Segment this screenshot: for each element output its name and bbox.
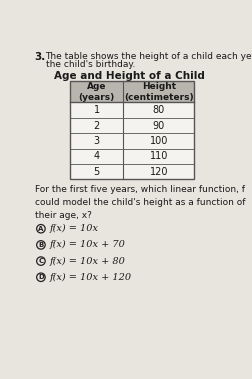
Text: 4: 4 — [93, 151, 99, 161]
Text: 80: 80 — [152, 105, 164, 115]
Text: 110: 110 — [149, 151, 167, 161]
Bar — [70, 149, 194, 164]
Text: B: B — [38, 242, 43, 248]
Text: 3: 3 — [93, 136, 99, 146]
Bar — [70, 81, 194, 180]
Text: 2: 2 — [93, 121, 100, 130]
Text: Age and Height of a Child: Age and Height of a Child — [54, 71, 204, 81]
Bar — [70, 133, 194, 149]
Text: C: C — [38, 258, 43, 264]
Text: A: A — [38, 226, 43, 232]
Text: f(x) = 10x + 80: f(x) = 10x + 80 — [49, 257, 125, 266]
Text: 100: 100 — [149, 136, 167, 146]
Bar — [70, 164, 194, 180]
Text: f(x) = 10x: f(x) = 10x — [49, 224, 98, 233]
Bar — [70, 102, 194, 118]
Text: For the first five years, which linear function, f
could model the child's heigh: For the first five years, which linear f… — [35, 185, 244, 219]
Text: The table shows the height of a child each ye: The table shows the height of a child ea… — [45, 52, 251, 61]
Text: D: D — [38, 274, 44, 280]
Text: 3.: 3. — [35, 52, 46, 62]
Text: Age
(years): Age (years) — [78, 81, 114, 102]
Text: f(x) = 10x + 70: f(x) = 10x + 70 — [49, 240, 125, 249]
Bar — [70, 81, 194, 102]
Text: Height
(centimeters): Height (centimeters) — [123, 81, 193, 102]
Text: 120: 120 — [149, 167, 167, 177]
Text: the child's birthday.: the child's birthday. — [45, 60, 134, 69]
Text: 90: 90 — [152, 121, 164, 130]
Text: f(x) = 10x + 120: f(x) = 10x + 120 — [49, 273, 131, 282]
Text: 1: 1 — [93, 105, 99, 115]
Text: 5: 5 — [93, 167, 100, 177]
Bar — [70, 118, 194, 133]
